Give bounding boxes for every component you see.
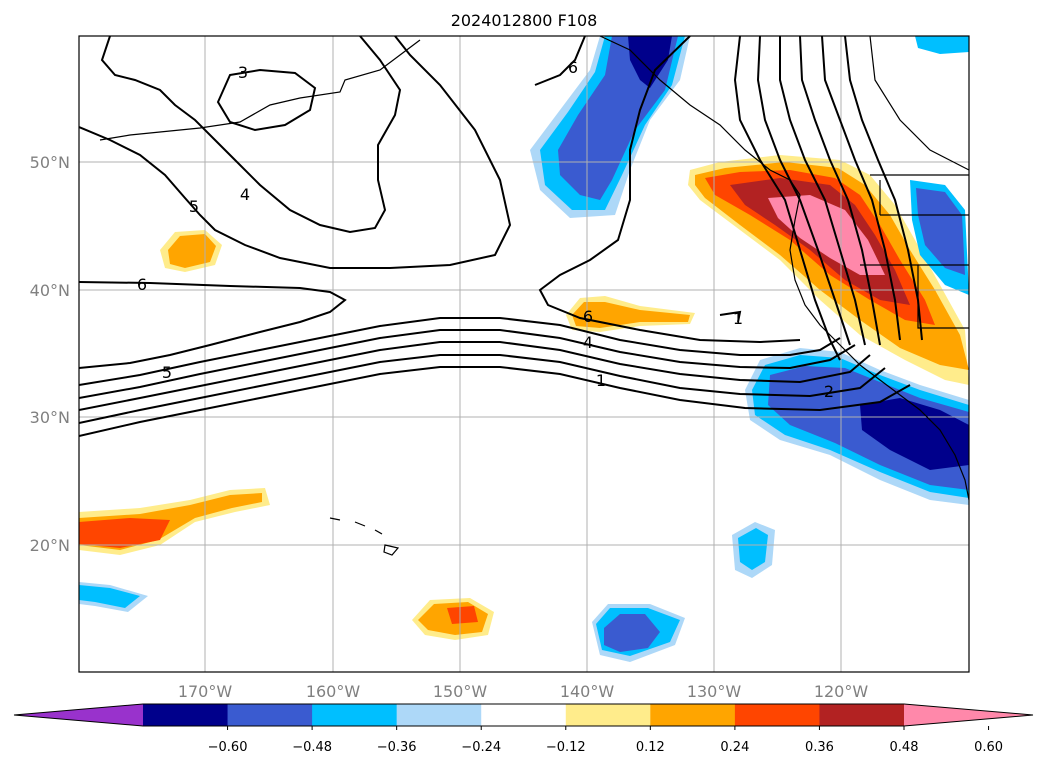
latitude-labels: 50°N 40°N 30°N 20°N — [30, 153, 70, 555]
lon-label: 150°W — [433, 682, 488, 701]
contour-lines — [79, 36, 923, 437]
colorbar-swatch — [143, 704, 229, 726]
contour-label: 6 — [583, 307, 593, 326]
contour-label: 3 — [238, 63, 248, 82]
map-area: 3 6 4 5 6 5 6 4 1 2 1 — [79, 36, 969, 672]
colorbar-swatch — [565, 704, 651, 726]
map-title: 2024012800 F108 — [451, 11, 598, 30]
north-america-west-coast — [789, 194, 969, 501]
colorbar-tick-label: −0.36 — [377, 740, 417, 755]
lon-label: 140°W — [560, 682, 615, 701]
shading-layer — [79, 36, 969, 662]
colorbar-extend-max — [904, 704, 1033, 726]
colorbar-tick-label: −0.24 — [461, 740, 501, 755]
colorbar-swatch — [734, 704, 820, 726]
contour-label: 5 — [162, 363, 172, 382]
colorbar-swatch — [481, 704, 567, 726]
lon-label: 120°W — [814, 682, 869, 701]
colorbar-swatch — [396, 704, 482, 726]
colorbar-tick-label: −0.60 — [208, 740, 248, 755]
hawaii — [329, 517, 400, 556]
alaska-coast — [99, 39, 421, 141]
colorbar-swatch — [312, 704, 398, 726]
lon-label: 170°W — [178, 682, 233, 701]
coastlines — [99, 36, 969, 556]
lat-label: 40°N — [30, 281, 70, 300]
lat-label: 30°N — [30, 408, 70, 427]
contour-label: 1 — [733, 309, 743, 328]
colorbar-tick-label: 0.12 — [636, 740, 665, 755]
lat-label: 50°N — [30, 153, 70, 172]
colorbar-tick-label: 0.48 — [890, 740, 919, 755]
colorbar-tick-label: 0.60 — [974, 740, 1003, 755]
lon-label: 130°W — [687, 682, 742, 701]
contour-label: 4 — [583, 333, 593, 352]
colorbar-tick-label: 0.36 — [805, 740, 834, 755]
lon-label: 160°W — [306, 682, 361, 701]
colorbar-swatch — [819, 704, 905, 726]
colorbar-tick-label: 0.24 — [720, 740, 749, 755]
colorbar-tick-label: −0.12 — [546, 740, 586, 755]
colorbar-swatch — [650, 704, 736, 726]
map-frame — [78, 35, 970, 673]
colorbar: −0.60 −0.48 −0.36 −0.24 −0.12 0.12 0.24 0.36 0.4… — [13, 703, 1034, 755]
contour-label: 5 — [189, 197, 199, 216]
contour-label: 6 — [137, 275, 147, 294]
colorbar-tick-label: −0.48 — [292, 740, 332, 755]
graticule — [79, 36, 969, 672]
contour-labels: 3 6 4 5 6 5 6 4 1 2 1 — [137, 58, 834, 401]
longitude-labels: 170°W 160°W 150°W 140°W 130°W 120°W — [178, 682, 869, 701]
contour-label: 4 — [240, 185, 250, 204]
lat-label: 20°N — [30, 536, 70, 555]
contour-label: 1 — [596, 371, 606, 390]
colorbar-extend-min — [14, 704, 143, 726]
colorbar-swatch — [227, 704, 313, 726]
contour-label: 6 — [568, 58, 578, 77]
contour-label: 2 — [824, 382, 834, 401]
